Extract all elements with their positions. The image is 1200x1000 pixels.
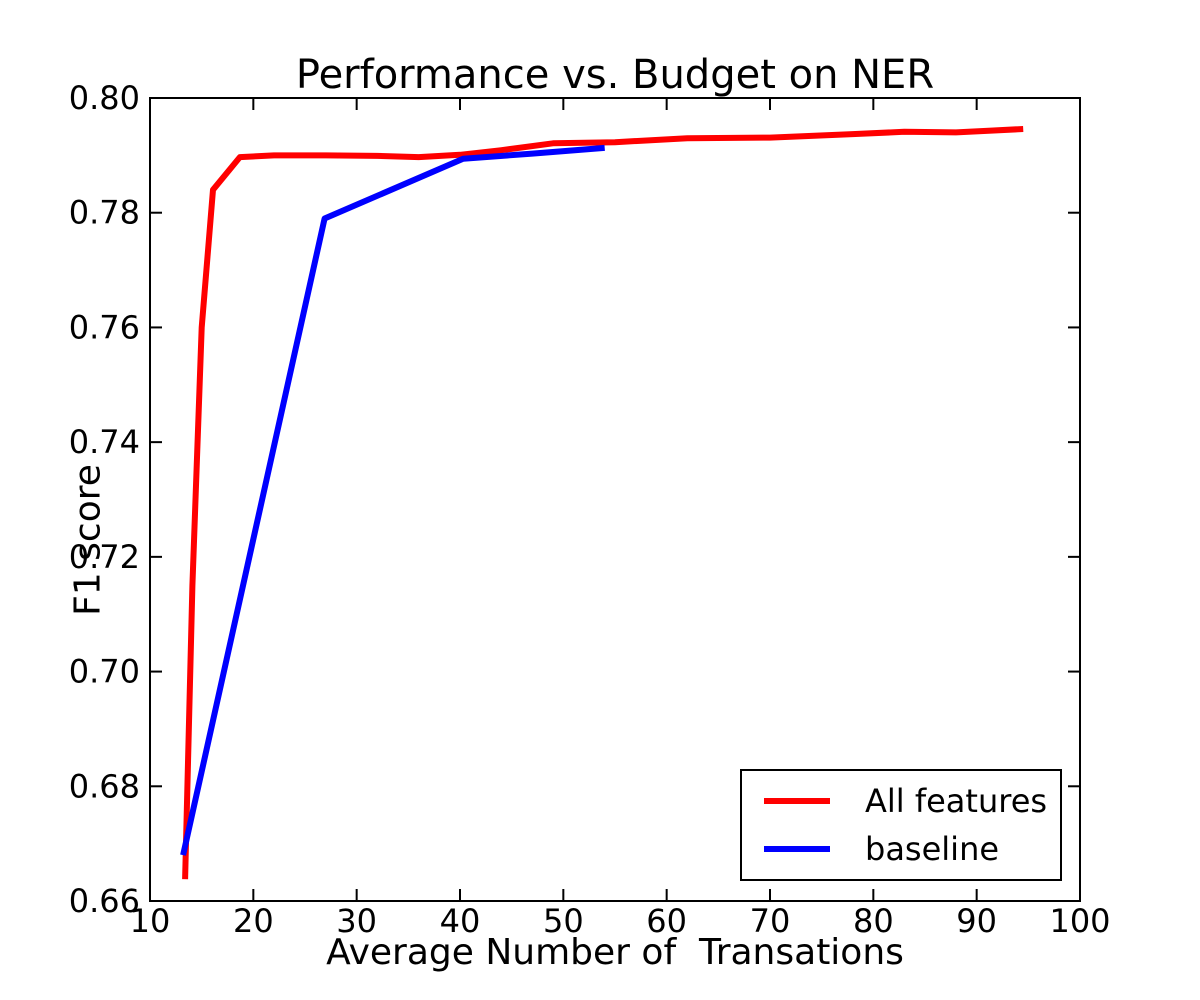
x-tick-label: 30 [336,902,377,940]
chart-title: Performance vs. Budget on NER [295,52,935,98]
y-tick-label: 0.74 [69,423,140,461]
y-tick-label: 0.68 [69,767,140,805]
y-tick-label: 0.66 [69,882,140,920]
x-tick-label: 20 [233,902,274,940]
all-features-line [182,126,1024,880]
legend-item-baseline: baseline [742,830,1060,868]
legend-label-baseline: baseline [865,830,1000,869]
x-tick-label: 100 [1049,902,1110,940]
legend-item-all-features: All features [742,782,1060,820]
y-tick-label: 0.70 [69,653,140,691]
y-tick-label: 0.72 [69,538,140,576]
legend: All features baseline [740,769,1062,881]
y-tick-label: 0.80 [69,79,140,117]
plot-border [149,97,1081,902]
y-tick-label: 0.78 [69,194,140,232]
baseline-line [180,144,605,856]
x-tick-label: 90 [956,902,997,940]
x-tick-label: 60 [646,902,687,940]
y-tick-label: 0.76 [69,308,140,346]
all-features-line-sample [764,797,830,804]
x-tick-label: 40 [440,902,481,940]
x-tick-label: 10 [130,902,171,940]
legend-label-all-features: All features [865,781,1048,820]
x-tick-label: 50 [543,902,584,940]
x-axis-label: Average Number of Transations [326,932,904,973]
x-tick-label: 70 [750,902,791,940]
x-tick-label: 80 [853,902,894,940]
baseline-line-sample [764,846,830,853]
